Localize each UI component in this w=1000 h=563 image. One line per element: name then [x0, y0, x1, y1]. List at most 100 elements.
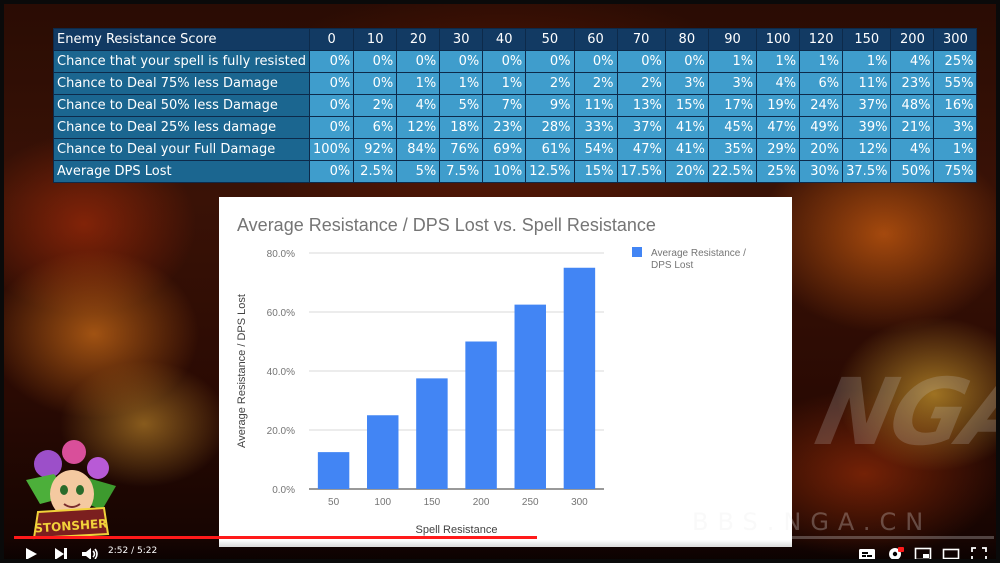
table-cell: 12.5% — [525, 160, 575, 183]
table-cell: 37% — [616, 116, 666, 139]
bar — [317, 452, 350, 489]
x-tick-label: 300 — [571, 497, 588, 508]
table-cell: 61% — [525, 138, 575, 161]
table-column-header: 50 — [525, 28, 575, 51]
bar — [416, 378, 448, 489]
table-cell: 24% — [799, 94, 844, 117]
table-cell: 0% — [439, 50, 484, 73]
table-cell: 1% — [482, 72, 527, 95]
table-cell: 20% — [799, 138, 844, 161]
table-cell: 21% — [890, 116, 935, 139]
table-column-header: 0 — [309, 28, 355, 51]
settings-icon[interactable] — [886, 546, 904, 559]
table-cell: 100% — [309, 138, 355, 161]
theater-mode-icon[interactable] — [942, 546, 960, 559]
table-row: Chance that your spell is fully resisted… — [52, 50, 978, 73]
table-cell: 4% — [890, 50, 935, 73]
table-cell: 23% — [482, 116, 527, 139]
y-axis-label: Average Resistance / DPS Lost — [236, 294, 248, 448]
table-row: Chance to Deal 50% less Damage 0% 2% 4% 5% 7%… — [52, 94, 978, 117]
table-cell: 49% — [799, 116, 844, 139]
table-cell: 23% — [890, 72, 935, 95]
table-cell: 1% — [799, 50, 844, 73]
table-row-label: Average DPS Lost — [52, 160, 311, 183]
table-cell: 47% — [756, 116, 801, 139]
table-cell: 37.5% — [842, 160, 892, 183]
play-icon[interactable] — [22, 546, 40, 559]
table-cell: 19% — [756, 94, 801, 117]
table-cell: 1% — [707, 50, 758, 73]
bar-chart-canvas: Average Resistance / DPS Lost vs. Spell … — [236, 215, 746, 536]
table-cell: 20% — [664, 160, 709, 183]
y-tick-label: 60.0% — [267, 308, 295, 319]
table-cell: 37% — [842, 94, 892, 117]
table-cell: 7.5% — [439, 160, 484, 183]
table-cell: 16% — [933, 94, 978, 117]
table-row: Chance to Deal your Full Damage 100% 92% 84… — [52, 138, 978, 161]
table-cell: 0% — [525, 50, 575, 73]
x-tick-label: 150 — [424, 497, 441, 508]
duration: 5:22 — [137, 546, 158, 556]
table-cell: 35% — [707, 138, 758, 161]
table-cell: 0% — [309, 72, 355, 95]
table-row-label: Chance to Deal your Full Damage — [52, 138, 311, 161]
table-column-header: 200 — [890, 28, 935, 51]
table-cell: 3% — [707, 72, 758, 95]
table-corner-label: Enemy Resistance Score — [52, 28, 311, 51]
table-cell: 39% — [842, 116, 892, 139]
table-column-header: 40 — [482, 28, 527, 51]
table-cell: 0% — [309, 116, 355, 139]
table-cell: 0% — [573, 50, 618, 73]
table-cell: 92% — [353, 138, 398, 161]
table-row-label: Chance that your spell is fully resisted — [52, 50, 311, 73]
table-cell: 9% — [525, 94, 575, 117]
channel-emblem: STONSHER — [18, 434, 124, 546]
next-icon[interactable] — [52, 546, 70, 559]
table-column-header: 70 — [616, 28, 666, 51]
bar — [367, 415, 399, 489]
table-column-header: 100 — [756, 28, 801, 51]
table-cell: 6% — [799, 72, 844, 95]
table-cell: 10% — [482, 160, 527, 183]
y-tick-label: 40.0% — [267, 367, 295, 378]
table-cell: 6% — [353, 116, 398, 139]
y-tick-label: 0.0% — [272, 485, 295, 496]
miniplayer-icon[interactable] — [914, 546, 932, 559]
table-cell: 30% — [799, 160, 844, 183]
table-row-label: Chance to Deal 25% less damage — [52, 116, 311, 139]
table-cell: 0% — [309, 160, 355, 183]
table-cell: 17.5% — [616, 160, 666, 183]
legend-entry-line: DPS Lost — [651, 260, 693, 271]
bar — [563, 267, 596, 489]
table-cell: 0% — [309, 94, 355, 117]
progress-bar-fill — [14, 536, 538, 539]
table-cell: 69% — [482, 138, 527, 161]
table-header-row: Enemy Resistance Score 0 10 20 30 40 50 … — [52, 28, 978, 51]
x-tick-label: 100 — [374, 497, 391, 508]
table-row: Chance to Deal 75% less Damage 0% 0% 1% 1% 1%… — [52, 72, 978, 95]
table-cell: 7% — [482, 94, 527, 117]
table-cell: 17% — [707, 94, 758, 117]
y-tick-label: 20.0% — [267, 426, 295, 437]
table-cell: 12% — [842, 138, 892, 161]
table-cell: 18% — [439, 116, 484, 139]
table-cell: 1% — [396, 72, 441, 95]
fullscreen-icon[interactable] — [970, 546, 988, 559]
table-cell: 15% — [664, 94, 709, 117]
table-cell: 54% — [573, 138, 618, 161]
table-cell: 11% — [842, 72, 892, 95]
table-cell: 41% — [664, 116, 709, 139]
table-cell: 1% — [842, 50, 892, 73]
subtitles-icon[interactable] — [858, 546, 876, 559]
table-cell: 33% — [573, 116, 618, 139]
table-cell: 28% — [525, 116, 575, 139]
table-cell: 2% — [573, 72, 618, 95]
progress-bar[interactable] — [14, 536, 994, 539]
table-cell: 3% — [664, 72, 709, 95]
table-cell: 75% — [933, 160, 978, 183]
table-row: Average DPS Lost 0% 2.5% 5% 7.5% 10% 12.5% 15% 1… — [52, 160, 978, 183]
table-cell: 0% — [353, 50, 398, 73]
bar-chart: Average Resistance / DPS Lost vs. Spell … — [219, 197, 792, 547]
volume-icon[interactable] — [80, 546, 98, 559]
